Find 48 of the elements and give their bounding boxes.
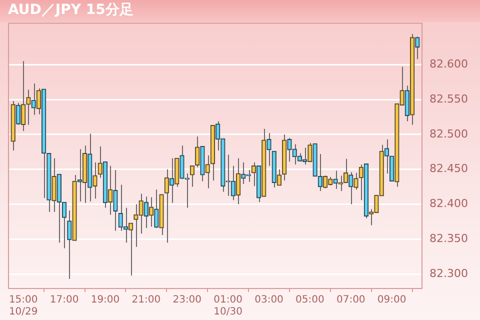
candlestick: [276, 168, 282, 186]
y-tick-label: 82.550: [430, 92, 468, 106]
candlestick: [154, 189, 159, 228]
candlestick: [16, 102, 21, 126]
candlestick: [415, 36, 420, 60]
candlestick: [36, 88, 42, 115]
candlestick: [113, 170, 118, 232]
candlestick: [308, 142, 312, 162]
x-tick-label: 21:00: [132, 294, 161, 306]
candlestick: [26, 89, 31, 126]
candlestick: [236, 158, 241, 205]
candlestick: [266, 132, 272, 166]
x-tick-label: 05:00: [296, 294, 324, 306]
x-tick-label: 07:00: [336, 294, 366, 306]
candlestick: [195, 136, 200, 168]
candlestick: [164, 168, 169, 244]
candlestick: [358, 164, 364, 201]
candlestick: [108, 165, 113, 216]
candlestick: [52, 158, 56, 212]
candlestick: [251, 162, 256, 187]
x-tick-label: 19:00: [90, 294, 120, 306]
x-tick-label: 15:00 10/29: [8, 294, 38, 318]
candlestick: [333, 170, 338, 190]
candlestick: [77, 148, 82, 202]
x-tick-label: 17:00: [50, 294, 79, 306]
candlestick: [31, 83, 36, 116]
y-tick-label: 82.350: [430, 232, 468, 246]
x-tick-label: 09:00: [377, 294, 406, 306]
candlestick: [404, 85, 410, 122]
x-tick-label: 03:00: [254, 294, 284, 306]
candlestick: [21, 60, 26, 132]
candlestick: [98, 146, 102, 178]
candlestick: [190, 165, 195, 188]
y-tick-label: 82.400: [430, 197, 468, 210]
y-tick-label: 82.500: [430, 127, 468, 140]
candlestick: [144, 196, 149, 228]
candlestick: [348, 172, 354, 205]
candlestick: [67, 210, 72, 280]
x-tick-label: 01:00 10/30: [214, 294, 242, 318]
candlestick: [169, 158, 174, 204]
candlestick: [148, 196, 154, 228]
candlestick: [354, 172, 358, 190]
x-tick-label: 23:00: [172, 294, 202, 306]
chart-title: AUD／JPY 15分足: [8, 2, 134, 18]
candlestick: [92, 162, 98, 200]
y-tick-label: 82.300: [430, 266, 468, 280]
y-tick-label: 82.600: [430, 58, 468, 71]
y-tick-label: 82.450: [430, 162, 468, 176]
